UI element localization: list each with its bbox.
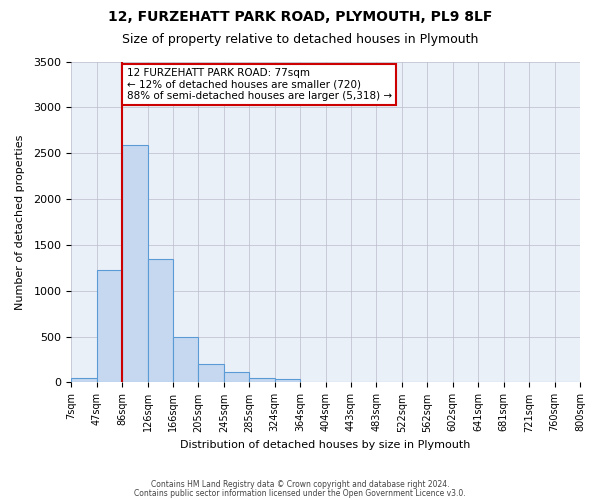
Bar	[148, 258, 173, 382]
Text: Contains public sector information licensed under the Open Government Licence v3: Contains public sector information licen…	[134, 488, 466, 498]
Bar	[71, 378, 97, 382]
Bar	[249, 378, 275, 382]
Text: Size of property relative to detached houses in Plymouth: Size of property relative to detached ho…	[122, 32, 478, 46]
Text: Contains HM Land Registry data © Crown copyright and database right 2024.: Contains HM Land Registry data © Crown c…	[151, 480, 449, 489]
X-axis label: Distribution of detached houses by size in Plymouth: Distribution of detached houses by size …	[181, 440, 471, 450]
Text: 12, FURZEHATT PARK ROAD, PLYMOUTH, PL9 8LF: 12, FURZEHATT PARK ROAD, PLYMOUTH, PL9 8…	[108, 10, 492, 24]
Bar	[224, 372, 249, 382]
Y-axis label: Number of detached properties: Number of detached properties	[15, 134, 25, 310]
Bar	[275, 379, 300, 382]
Bar	[122, 145, 148, 382]
Bar	[199, 364, 224, 382]
Bar	[97, 270, 122, 382]
Text: 12 FURZEHATT PARK ROAD: 77sqm
← 12% of detached houses are smaller (720)
88% of : 12 FURZEHATT PARK ROAD: 77sqm ← 12% of d…	[127, 68, 392, 101]
Bar	[173, 336, 199, 382]
